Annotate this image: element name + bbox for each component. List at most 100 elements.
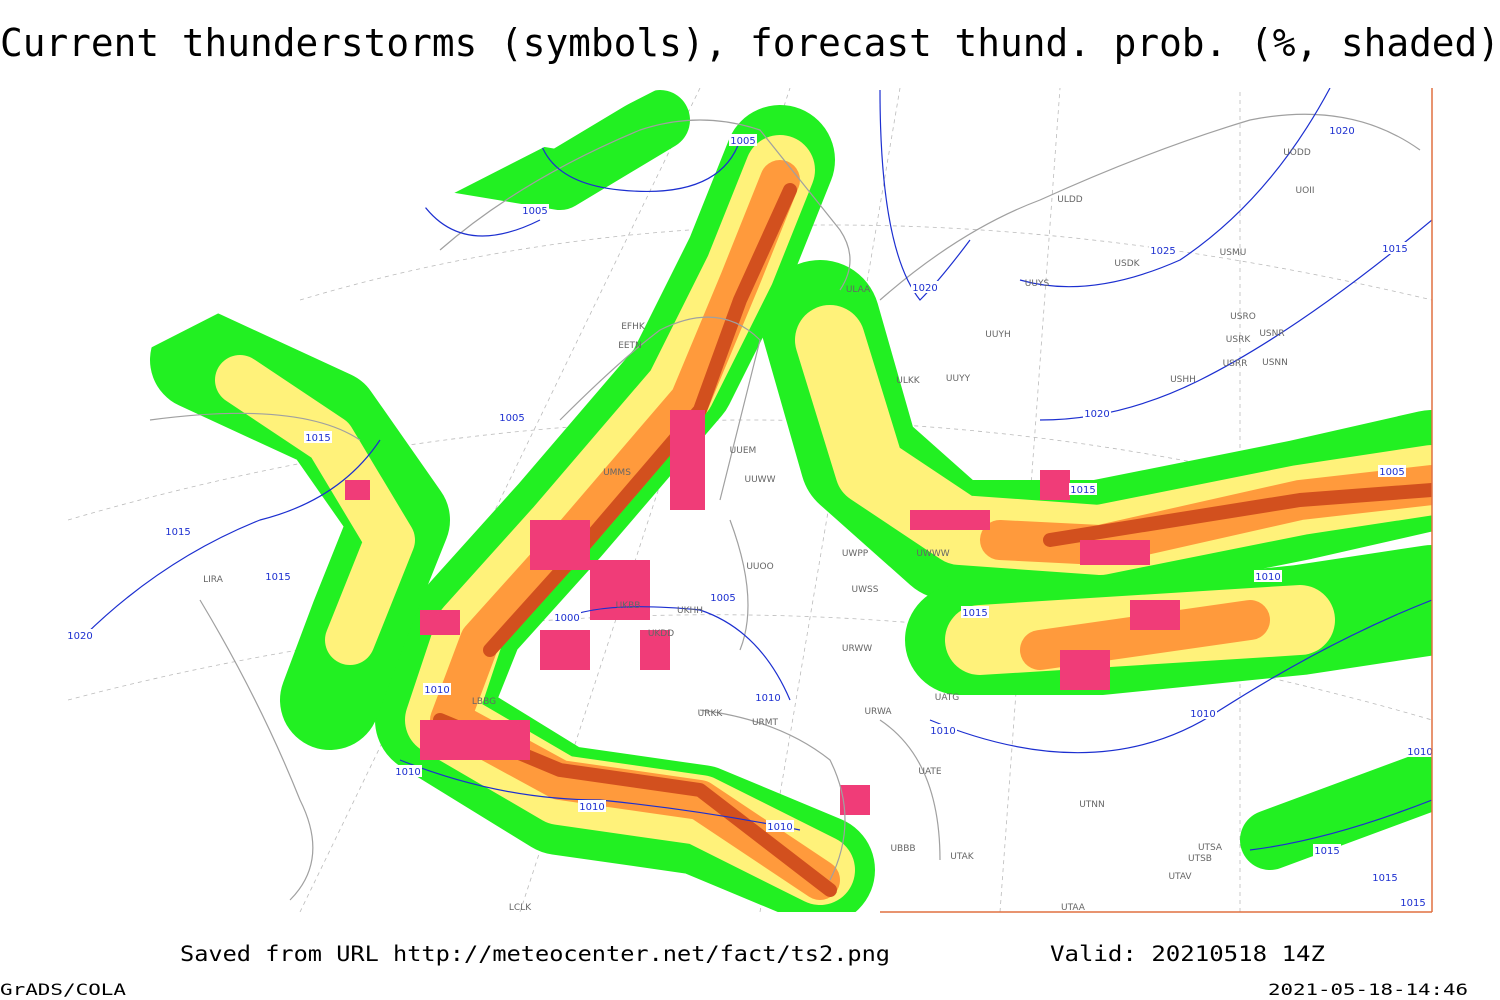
thunderstorm-symbols [345, 410, 1180, 815]
station-label: ULDD [1057, 195, 1083, 205]
isobar-label-bg [68, 629, 94, 641]
isobar-label: 1010 [1255, 572, 1280, 583]
station-label: URKK [698, 709, 724, 719]
isobar-label-bg [394, 765, 422, 777]
station-label: UUYH [985, 330, 1010, 340]
isobar-label: 1020 [1084, 409, 1109, 420]
station-label: UTNN [1079, 800, 1105, 810]
station-label: UUOO [746, 562, 773, 572]
isobar-label-bg [1313, 844, 1341, 856]
isobar-label-bg [1399, 896, 1427, 908]
station-label: USRR [1223, 359, 1248, 369]
isobar-label-bg [709, 591, 737, 603]
station-label: LBBG [472, 697, 496, 707]
station-label: ULAA [846, 285, 871, 295]
isobar-label: 1015 [1070, 485, 1095, 496]
isobar-label: 1010 [424, 685, 449, 696]
isobar-label: 1010 [395, 767, 420, 778]
isobar-label-bg [1378, 465, 1406, 477]
isobar-label: 1005 [522, 206, 547, 217]
station-label: UTSB [1188, 854, 1212, 864]
isobar-label-bg [929, 724, 957, 736]
station-label: UUEM [730, 446, 757, 456]
station-label: UKBB [616, 601, 641, 611]
isobar-label: 1010 [755, 693, 780, 704]
isobar-label-bg [498, 411, 526, 423]
station-label: UWPP [842, 549, 869, 559]
station-label: URWA [864, 707, 892, 717]
station-label: UKDD [648, 629, 674, 639]
isobar-label-bg [1381, 242, 1409, 254]
station-label: UODD [1283, 148, 1311, 158]
station-label: UTAK [950, 852, 975, 862]
isobar-label: 1010 [767, 822, 792, 833]
isobar-label-bg [766, 820, 794, 832]
timestamp: 2021-05-18-14:46 [1268, 980, 1468, 999]
isobar-label: 1010 [1190, 709, 1215, 720]
station-label: UUYY [946, 374, 971, 384]
station-label: EETN [618, 341, 642, 351]
isobar-label-bg [1083, 407, 1111, 419]
isobar-label-bg [1328, 124, 1356, 136]
map: 1005 1005 1020 1025 1015 1020 1020 1005 1015 1015… [67, 88, 1432, 912]
station-label: UTSA [1198, 843, 1223, 853]
isobar-label-bg [553, 611, 581, 623]
isobar-label: 1005 [499, 413, 524, 424]
station-label: USNN [1262, 358, 1288, 368]
station-label: URMT [752, 718, 779, 728]
isobar-label: 1010 [930, 726, 955, 737]
software: GrADS/COLA [0, 980, 126, 999]
station-labels: ULDD USDK USMU UUYS ULAA UUYH USRO USRK USNR USRR… [203, 148, 1315, 912]
isobar-label: 1015 [265, 572, 290, 583]
station-label: USMU [1220, 248, 1247, 258]
saved-url: Saved from URL http://meteocenter.net/fa… [180, 942, 890, 966]
isobar-label: 1020 [1329, 126, 1354, 137]
isobar-label: 1010 [579, 802, 604, 813]
isobar-label: 1025 [1150, 246, 1175, 257]
isobar-label-bg [578, 800, 606, 812]
station-label: UMMS [603, 468, 631, 478]
station-label: UWWW [916, 549, 949, 559]
isobar-label-bg [754, 691, 782, 703]
station-label: URWW [842, 644, 872, 654]
isobar-label: 1015 [962, 608, 987, 619]
isobar-label-bg [1189, 707, 1217, 719]
title: Current thunderstorms (symbols), forecas… [0, 21, 1500, 65]
station-label: UUWW [745, 475, 776, 485]
isobar-label: 1020 [912, 283, 937, 294]
isobar-label: 1015 [1382, 244, 1407, 255]
station-label: UATG [935, 693, 960, 703]
isobar-label-bg [164, 525, 192, 537]
isobar-label: 1020 [67, 631, 92, 642]
station-label: ULKK [896, 376, 921, 386]
station-label: UWSS [852, 585, 879, 595]
isobar-label: 1015 [305, 433, 330, 444]
station-label: UTAV [1168, 872, 1192, 882]
isobar-label: 1015 [1372, 873, 1397, 884]
station-label: USDK [1114, 259, 1140, 269]
station-label: EFHK [621, 322, 646, 332]
isobar-label-bg [304, 431, 332, 443]
isobar-label: 1010 [1407, 747, 1432, 758]
isobar-label: 1005 [1379, 467, 1404, 478]
station-label: LIRA [203, 575, 224, 585]
isobar-label-bg [729, 134, 757, 146]
isobar-label-bg [1406, 745, 1432, 757]
isobar-label: 1015 [1400, 898, 1425, 909]
station-label: UBBB [890, 844, 915, 854]
isobar-label-bg [1371, 871, 1399, 883]
isobar-label: 1015 [1314, 846, 1339, 857]
isobar-label-bg [264, 570, 292, 582]
isobar-labels: 1005 1005 1020 1025 1015 1020 1020 1005 1015 1015… [67, 124, 1432, 909]
isobar-label: 1015 [165, 527, 190, 538]
isobar-label-bg [1149, 244, 1177, 256]
isobar-label-bg [961, 606, 989, 618]
station-label: USHH [1170, 375, 1196, 385]
coastlines [149, 113, 1421, 901]
isobar-label: 1005 [730, 136, 755, 147]
station-label: UOII [1296, 186, 1315, 196]
isobar-label-bg [911, 281, 939, 293]
isobar-label: 1000 [554, 613, 579, 624]
isobar-label: 1005 [710, 593, 735, 604]
